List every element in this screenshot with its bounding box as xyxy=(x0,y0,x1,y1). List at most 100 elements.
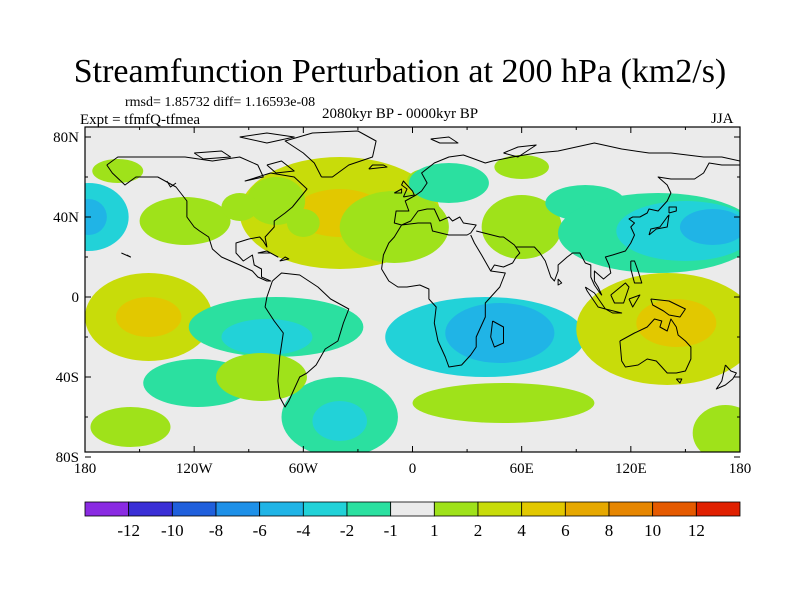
coastline xyxy=(503,144,537,158)
contour-region xyxy=(481,195,562,259)
contour-region xyxy=(139,197,231,245)
lon-tick-label: 0 xyxy=(409,461,417,477)
colorbar-swatch xyxy=(215,501,261,517)
contour-region xyxy=(115,297,182,337)
coastline xyxy=(476,230,521,272)
contour-region xyxy=(408,163,489,203)
colorbar-label: 12 xyxy=(688,521,705,540)
colorbar-label: -6 xyxy=(253,521,267,540)
colorbar-label: 2 xyxy=(474,521,483,540)
coastline xyxy=(401,208,477,236)
coastline xyxy=(393,142,740,226)
coastline xyxy=(557,278,563,286)
contour-region xyxy=(286,209,320,237)
colorbar-swatch xyxy=(521,501,566,517)
coastline xyxy=(630,260,643,284)
coastline xyxy=(628,294,641,308)
coastline xyxy=(239,132,295,144)
colorbar-swatch xyxy=(695,501,741,517)
contour-region xyxy=(636,299,717,347)
colorbar-swatch xyxy=(128,501,173,517)
contour-region xyxy=(445,303,555,363)
coastline xyxy=(381,224,506,368)
contour-region xyxy=(494,155,549,179)
lon-tick-label: 60W xyxy=(289,461,319,477)
coastline xyxy=(257,250,279,258)
map-title: Streamfunction Perturbation at 200 hPa (… xyxy=(73,53,727,90)
coastline xyxy=(648,214,670,236)
colorbar-swatch xyxy=(84,501,130,517)
coastline xyxy=(610,282,630,304)
colorbar-label: -12 xyxy=(117,521,140,540)
colorbar-label: -8 xyxy=(209,521,223,540)
coastline xyxy=(401,180,415,198)
lon-tick-label: 120E xyxy=(615,461,647,477)
colorbar-swatch xyxy=(608,501,654,517)
contour-region xyxy=(221,319,313,355)
coastline xyxy=(106,156,308,282)
contour-fields xyxy=(85,155,740,452)
lat-tick-label: 40N xyxy=(53,210,79,226)
coastline xyxy=(284,130,377,178)
colorbar-swatch xyxy=(346,501,392,517)
contour-region xyxy=(339,191,449,263)
contour-region xyxy=(692,405,740,452)
colorbar-label: -1 xyxy=(384,521,398,540)
contour-region xyxy=(85,199,107,235)
colorbar: -12 -10 -8 -6 -4 -2 -1 1 2 4 6 8 10 12 xyxy=(84,501,741,540)
contour-region xyxy=(90,407,171,447)
colorbar-label: 10 xyxy=(644,521,661,540)
colorbar-swatch xyxy=(564,501,610,517)
colorbar-swatch xyxy=(390,501,435,517)
lon-tick-label: 180 xyxy=(74,461,97,477)
coastline xyxy=(619,318,692,374)
colorbar-label: 6 xyxy=(561,521,570,540)
coastline xyxy=(193,150,232,160)
stats-label: rmsd= 1.85732 diff= 1.16593e-08 xyxy=(125,95,316,110)
coastline xyxy=(430,136,459,144)
contour-region xyxy=(679,209,740,245)
lon-tick-label: 180 xyxy=(729,461,752,477)
lat-tick-label: 80N xyxy=(53,130,79,146)
coastline xyxy=(166,180,177,188)
colorbar-label: 4 xyxy=(517,521,526,540)
coastline xyxy=(121,252,131,258)
contour-region xyxy=(92,159,144,183)
lat-tick-label: 80S xyxy=(56,450,79,466)
contour-region xyxy=(221,193,258,221)
coastlines xyxy=(106,130,740,408)
season-label: JJA xyxy=(711,111,734,127)
coastline xyxy=(266,160,295,174)
colorbar-swatch xyxy=(652,501,697,517)
colorbar-label: -2 xyxy=(340,521,354,540)
coastline xyxy=(264,272,350,408)
lon-tick-label: 60E xyxy=(510,461,534,477)
colorbar-swatch xyxy=(171,501,217,517)
coastline xyxy=(516,162,740,296)
contour-region xyxy=(246,177,306,225)
coastline xyxy=(668,206,677,214)
coastline xyxy=(605,308,623,314)
coastline xyxy=(394,188,403,194)
lon-tick-label: 120W xyxy=(176,461,214,477)
coastline xyxy=(675,378,683,384)
coastline xyxy=(650,298,686,318)
colorbar-label: 8 xyxy=(605,521,614,540)
lat-tick-label: 0 xyxy=(72,290,80,306)
colorbar-swatch xyxy=(259,501,304,517)
lat-tick-label: 40S xyxy=(56,370,79,386)
coastline xyxy=(715,364,737,390)
colorbar-swatch xyxy=(433,501,479,517)
coastline xyxy=(368,164,388,170)
coastline xyxy=(490,320,504,348)
contour-region xyxy=(412,383,595,423)
colorbar-label: -4 xyxy=(296,521,311,540)
period-label: 2080kyr BP - 0000kyr BP xyxy=(322,106,479,122)
colorbar-swatch xyxy=(477,501,523,517)
colorbar-label: -10 xyxy=(161,521,184,540)
coastline xyxy=(584,286,606,310)
colorbar-swatch xyxy=(302,501,348,517)
contour-region xyxy=(312,401,368,441)
